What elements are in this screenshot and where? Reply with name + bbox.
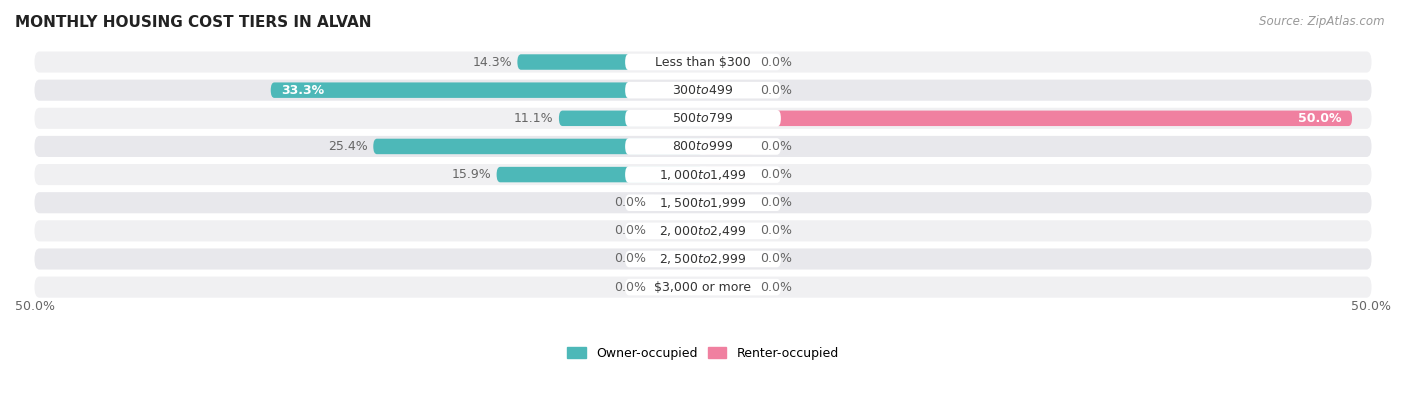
FancyBboxPatch shape: [703, 139, 755, 154]
Text: $500 to $799: $500 to $799: [672, 112, 734, 125]
FancyBboxPatch shape: [35, 276, 1371, 298]
FancyBboxPatch shape: [626, 82, 780, 98]
FancyBboxPatch shape: [703, 167, 755, 182]
Text: 50.0%: 50.0%: [1351, 300, 1391, 313]
Text: 50.0%: 50.0%: [1298, 112, 1341, 125]
FancyBboxPatch shape: [651, 195, 703, 210]
FancyBboxPatch shape: [626, 138, 780, 155]
Text: 14.3%: 14.3%: [472, 56, 512, 68]
FancyBboxPatch shape: [626, 166, 780, 183]
Text: $1,000 to $1,499: $1,000 to $1,499: [659, 168, 747, 182]
Text: 0.0%: 0.0%: [761, 84, 792, 97]
FancyBboxPatch shape: [626, 222, 780, 239]
Text: 15.9%: 15.9%: [451, 168, 492, 181]
FancyBboxPatch shape: [651, 279, 703, 295]
FancyBboxPatch shape: [35, 249, 1371, 270]
Text: $2,000 to $2,499: $2,000 to $2,499: [659, 224, 747, 238]
Text: 33.3%: 33.3%: [281, 84, 325, 97]
FancyBboxPatch shape: [703, 110, 1353, 126]
FancyBboxPatch shape: [560, 110, 703, 126]
FancyBboxPatch shape: [703, 54, 755, 70]
Text: $2,500 to $2,999: $2,500 to $2,999: [659, 252, 747, 266]
FancyBboxPatch shape: [35, 220, 1371, 242]
FancyBboxPatch shape: [35, 80, 1371, 101]
FancyBboxPatch shape: [626, 251, 780, 267]
Text: Source: ZipAtlas.com: Source: ZipAtlas.com: [1260, 15, 1385, 27]
Legend: Owner-occupied, Renter-occupied: Owner-occupied, Renter-occupied: [562, 342, 844, 365]
Text: 0.0%: 0.0%: [614, 225, 645, 237]
Text: 0.0%: 0.0%: [614, 196, 645, 209]
FancyBboxPatch shape: [703, 279, 755, 295]
Text: $800 to $999: $800 to $999: [672, 140, 734, 153]
FancyBboxPatch shape: [517, 54, 703, 70]
Text: 0.0%: 0.0%: [761, 56, 792, 68]
Text: 50.0%: 50.0%: [15, 300, 55, 313]
FancyBboxPatch shape: [35, 51, 1371, 73]
Text: 25.4%: 25.4%: [329, 140, 368, 153]
FancyBboxPatch shape: [35, 192, 1371, 213]
Text: 0.0%: 0.0%: [761, 281, 792, 294]
FancyBboxPatch shape: [35, 108, 1371, 129]
FancyBboxPatch shape: [703, 195, 755, 210]
Text: $300 to $499: $300 to $499: [672, 84, 734, 97]
Text: 0.0%: 0.0%: [761, 252, 792, 266]
Text: 0.0%: 0.0%: [614, 252, 645, 266]
FancyBboxPatch shape: [703, 223, 755, 239]
FancyBboxPatch shape: [496, 167, 703, 182]
Text: $3,000 or more: $3,000 or more: [655, 281, 751, 294]
FancyBboxPatch shape: [626, 194, 780, 211]
Text: 0.0%: 0.0%: [761, 196, 792, 209]
Text: $1,500 to $1,999: $1,500 to $1,999: [659, 196, 747, 210]
Text: MONTHLY HOUSING COST TIERS IN ALVAN: MONTHLY HOUSING COST TIERS IN ALVAN: [15, 15, 371, 30]
FancyBboxPatch shape: [373, 139, 703, 154]
FancyBboxPatch shape: [35, 136, 1371, 157]
Text: Less than $300: Less than $300: [655, 56, 751, 68]
FancyBboxPatch shape: [651, 251, 703, 267]
Text: 0.0%: 0.0%: [761, 140, 792, 153]
Text: 0.0%: 0.0%: [761, 225, 792, 237]
FancyBboxPatch shape: [703, 83, 755, 98]
FancyBboxPatch shape: [651, 223, 703, 239]
FancyBboxPatch shape: [626, 54, 780, 70]
FancyBboxPatch shape: [626, 110, 780, 127]
Text: 0.0%: 0.0%: [614, 281, 645, 294]
FancyBboxPatch shape: [703, 251, 755, 267]
Text: 11.1%: 11.1%: [515, 112, 554, 125]
FancyBboxPatch shape: [271, 83, 703, 98]
Text: 0.0%: 0.0%: [761, 168, 792, 181]
FancyBboxPatch shape: [626, 279, 780, 295]
FancyBboxPatch shape: [35, 164, 1371, 185]
